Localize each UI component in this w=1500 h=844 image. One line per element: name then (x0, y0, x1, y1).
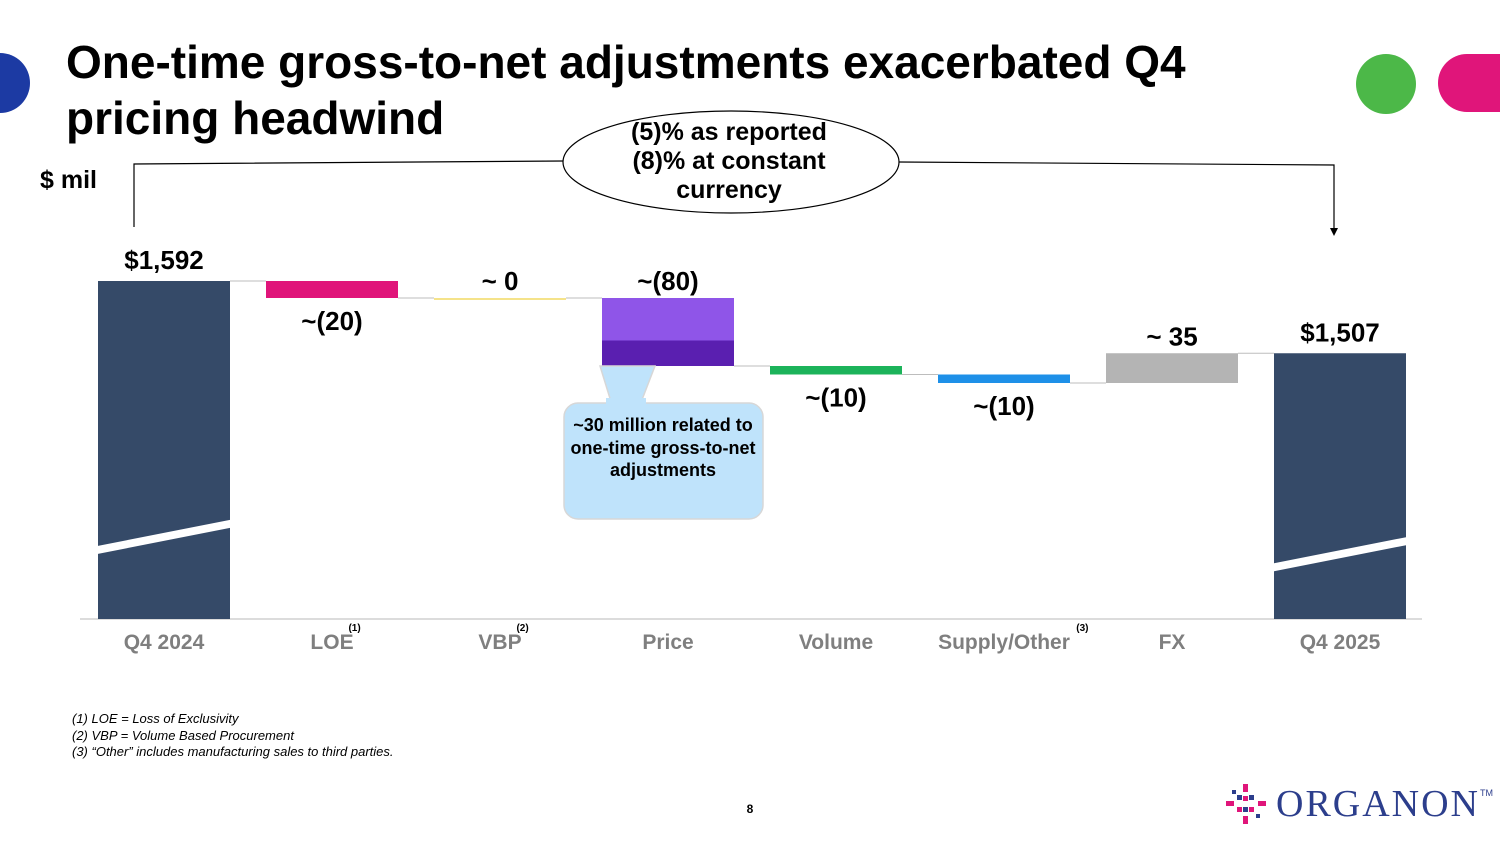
tick-footnote-vbp: (2) (516, 623, 528, 634)
footnote-2: (2) VBP = Volume Based Procurement (72, 727, 294, 743)
summary-line-constant: (8)% at constant (632, 147, 826, 175)
axis-break-q4-2025 (1274, 537, 1406, 572)
data-label-q4-2024: $1,592 (124, 245, 204, 275)
data-label-price: ~(80) (637, 266, 698, 296)
axis-break-q4-2024 (98, 519, 230, 554)
tick-footnote-supply-other: (3) (1076, 623, 1088, 634)
decor-green-circle (1356, 54, 1416, 114)
page-number: 8 (746, 802, 754, 816)
callout-joint (606, 398, 646, 408)
bracket-arrow-head (1330, 228, 1338, 236)
bar-supply-other (938, 374, 1070, 383)
bar-fx (1106, 353, 1238, 383)
tick-footnote-loe: (1) (348, 623, 360, 634)
bar-price-regular (602, 298, 734, 341)
organon-logo: ORGANON TM (1224, 782, 1493, 826)
footnotes: (1) LOE = Loss of Exclusivity (2) VBP = … (72, 711, 394, 761)
data-label-loe: ~(20) (301, 306, 362, 336)
bracket-left-line (133, 160, 564, 227)
bar-q4-2025 (1274, 353, 1406, 619)
bar-loe (266, 281, 398, 298)
data-label-volume: ~(10) (805, 383, 866, 413)
data-label-supply-other: ~(10) (973, 391, 1034, 421)
tick-label-loe: LOE (310, 631, 353, 654)
summary-line-reported: (5)% as reported (631, 118, 827, 146)
data-label-q4-2025: $1,507 (1300, 317, 1380, 347)
data-label-fx: ~ 35 (1146, 321, 1197, 351)
organon-mark-icon (1226, 784, 1266, 824)
data-label-vbp: ~ 0 (482, 266, 519, 296)
tick-label-q4-2024: Q4 2024 (124, 631, 205, 654)
trademark-symbol: TM (1480, 788, 1493, 798)
footnote-1: (1) LOE = Loss of Exclusivity (72, 711, 239, 726)
tick-label-vbp: VBP (478, 631, 521, 654)
summary-line-currency: currency (676, 176, 782, 204)
decor-pink-pill (1438, 54, 1500, 112)
unit-label: $ mil (40, 166, 97, 194)
summary-text: (5)% as reported (8)% at constant curren… (574, 118, 884, 205)
tick-label-price: Price (642, 631, 693, 654)
tick-label-supply-other: Supply/Other (938, 631, 1070, 654)
tick-label-fx: FX (1159, 631, 1186, 654)
bracket-right-line (898, 161, 1335, 230)
summary-bracket (133, 160, 1338, 236)
organon-wordmark: ORGANON (1276, 783, 1480, 825)
tick-label-q4-2025: Q4 2025 (1300, 631, 1381, 654)
bar-vbp (434, 298, 566, 300)
page-title: One-time gross-to-net adjustments exacer… (66, 36, 1186, 144)
bar-q4-2024 (98, 281, 230, 619)
bar-volume (770, 366, 902, 375)
bar-price-one-time (602, 340, 734, 366)
price-callout-text: ~30 million related to one-time gross-to… (570, 415, 756, 480)
callout-shape (563, 365, 764, 520)
summary-ellipse (562, 110, 900, 214)
footnote-3: (3) “Other” includes manufacturing sales… (72, 744, 394, 759)
callout-box (563, 402, 764, 520)
tick-label-volume: Volume (799, 631, 873, 654)
